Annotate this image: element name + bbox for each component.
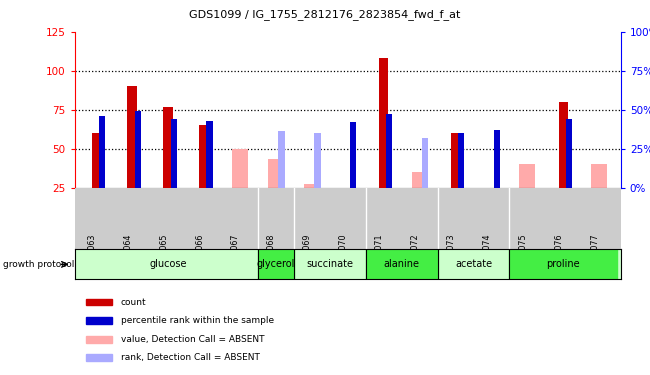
Bar [386,114,393,188]
Bar [366,249,437,279]
Bar [135,111,141,188]
Bar [519,164,535,188]
Bar [510,249,617,279]
Bar [278,132,285,188]
Bar [411,172,428,188]
Text: glycerol: glycerol [257,260,295,269]
Bar [163,106,173,188]
Bar [314,133,320,188]
Bar [350,122,356,188]
Text: growth protocol: growth protocol [3,260,75,269]
Bar [304,184,320,188]
Bar [170,119,177,188]
Text: percentile rank within the sample: percentile rank within the sample [121,316,274,325]
Bar [558,102,568,188]
Bar [86,336,112,343]
Bar [86,354,112,361]
Text: succinate: succinate [306,260,354,269]
Text: alanine: alanine [384,260,420,269]
Text: glucose: glucose [150,260,187,269]
Text: count: count [121,298,146,307]
Bar [200,125,209,188]
Bar [232,148,248,188]
Text: rank, Detection Call = ABSENT: rank, Detection Call = ABSENT [121,353,259,362]
Bar [86,298,112,305]
Bar [258,249,294,279]
Bar [450,133,460,188]
Text: GDS1099 / IG_1755_2812176_2823854_fwd_f_at: GDS1099 / IG_1755_2812176_2823854_fwd_f_… [189,9,461,20]
Bar [207,121,213,188]
Bar [422,138,428,188]
Text: value, Detection Call = ABSENT: value, Detection Call = ABSENT [121,335,264,344]
Bar [494,130,500,188]
Bar [268,159,284,188]
Bar [99,116,105,188]
Bar [494,130,500,188]
Text: proline: proline [547,260,580,269]
Bar [592,164,607,188]
Bar [86,317,112,324]
Bar [566,119,572,188]
Bar [379,58,389,188]
Bar [458,133,464,188]
Bar [127,86,137,188]
Bar [92,133,101,188]
Text: acetate: acetate [455,260,492,269]
